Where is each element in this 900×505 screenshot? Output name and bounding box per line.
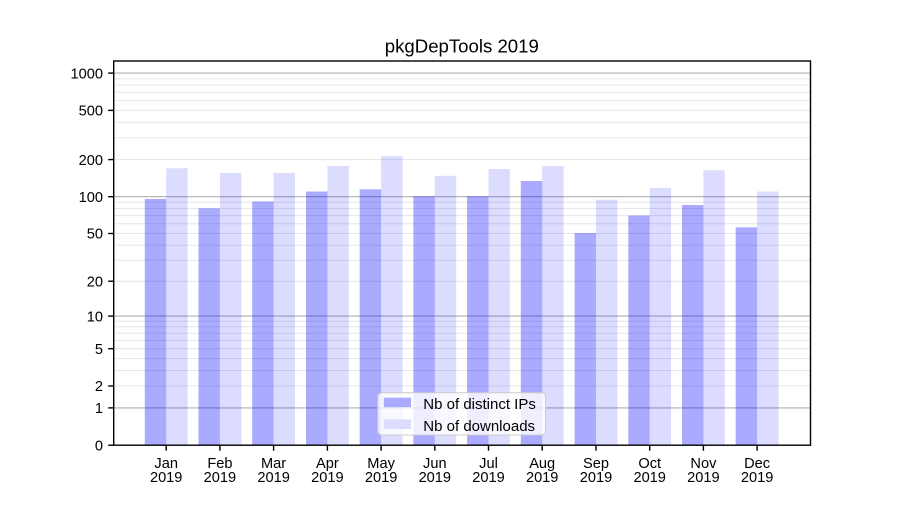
svg-text:2019: 2019 bbox=[741, 470, 773, 486]
svg-text:Aug: Aug bbox=[529, 456, 555, 472]
svg-text:20: 20 bbox=[87, 274, 103, 290]
svg-text:Feb: Feb bbox=[207, 456, 232, 472]
svg-text:5: 5 bbox=[95, 342, 103, 358]
svg-text:200: 200 bbox=[79, 153, 103, 169]
svg-text:Nb of distinct IPs: Nb of distinct IPs bbox=[423, 396, 536, 413]
svg-text:100: 100 bbox=[79, 190, 103, 206]
svg-text:Dec: Dec bbox=[744, 456, 770, 472]
svg-text:Jun: Jun bbox=[423, 456, 447, 472]
svg-text:May: May bbox=[367, 456, 395, 472]
svg-text:10: 10 bbox=[87, 309, 103, 325]
svg-text:Nb of downloads: Nb of downloads bbox=[423, 418, 535, 435]
svg-text:500: 500 bbox=[79, 104, 103, 120]
svg-text:pkgDepTools 2019: pkgDepTools 2019 bbox=[385, 36, 539, 57]
svg-text:1: 1 bbox=[95, 401, 103, 417]
svg-text:2019: 2019 bbox=[580, 470, 612, 486]
svg-text:Apr: Apr bbox=[316, 456, 339, 472]
svg-text:2: 2 bbox=[95, 379, 103, 395]
svg-text:1000: 1000 bbox=[71, 66, 103, 82]
svg-text:Jul: Jul bbox=[479, 456, 498, 472]
svg-text:50: 50 bbox=[87, 227, 103, 243]
svg-text:2019: 2019 bbox=[150, 470, 182, 486]
svg-text:Sep: Sep bbox=[583, 456, 609, 472]
svg-text:2019: 2019 bbox=[419, 470, 451, 486]
svg-text:2019: 2019 bbox=[687, 470, 719, 486]
svg-text:2019: 2019 bbox=[526, 470, 558, 486]
svg-text:2019: 2019 bbox=[311, 470, 343, 486]
svg-text:Oct: Oct bbox=[638, 456, 661, 472]
svg-text:2019: 2019 bbox=[472, 470, 504, 486]
svg-text:2019: 2019 bbox=[633, 470, 665, 486]
svg-text:Mar: Mar bbox=[261, 456, 286, 472]
svg-text:Nov: Nov bbox=[690, 456, 717, 472]
svg-text:2019: 2019 bbox=[257, 470, 289, 486]
svg-text:2019: 2019 bbox=[365, 470, 397, 486]
svg-text:Jan: Jan bbox=[154, 456, 178, 472]
svg-text:2019: 2019 bbox=[204, 470, 236, 486]
svg-text:0: 0 bbox=[95, 438, 103, 454]
